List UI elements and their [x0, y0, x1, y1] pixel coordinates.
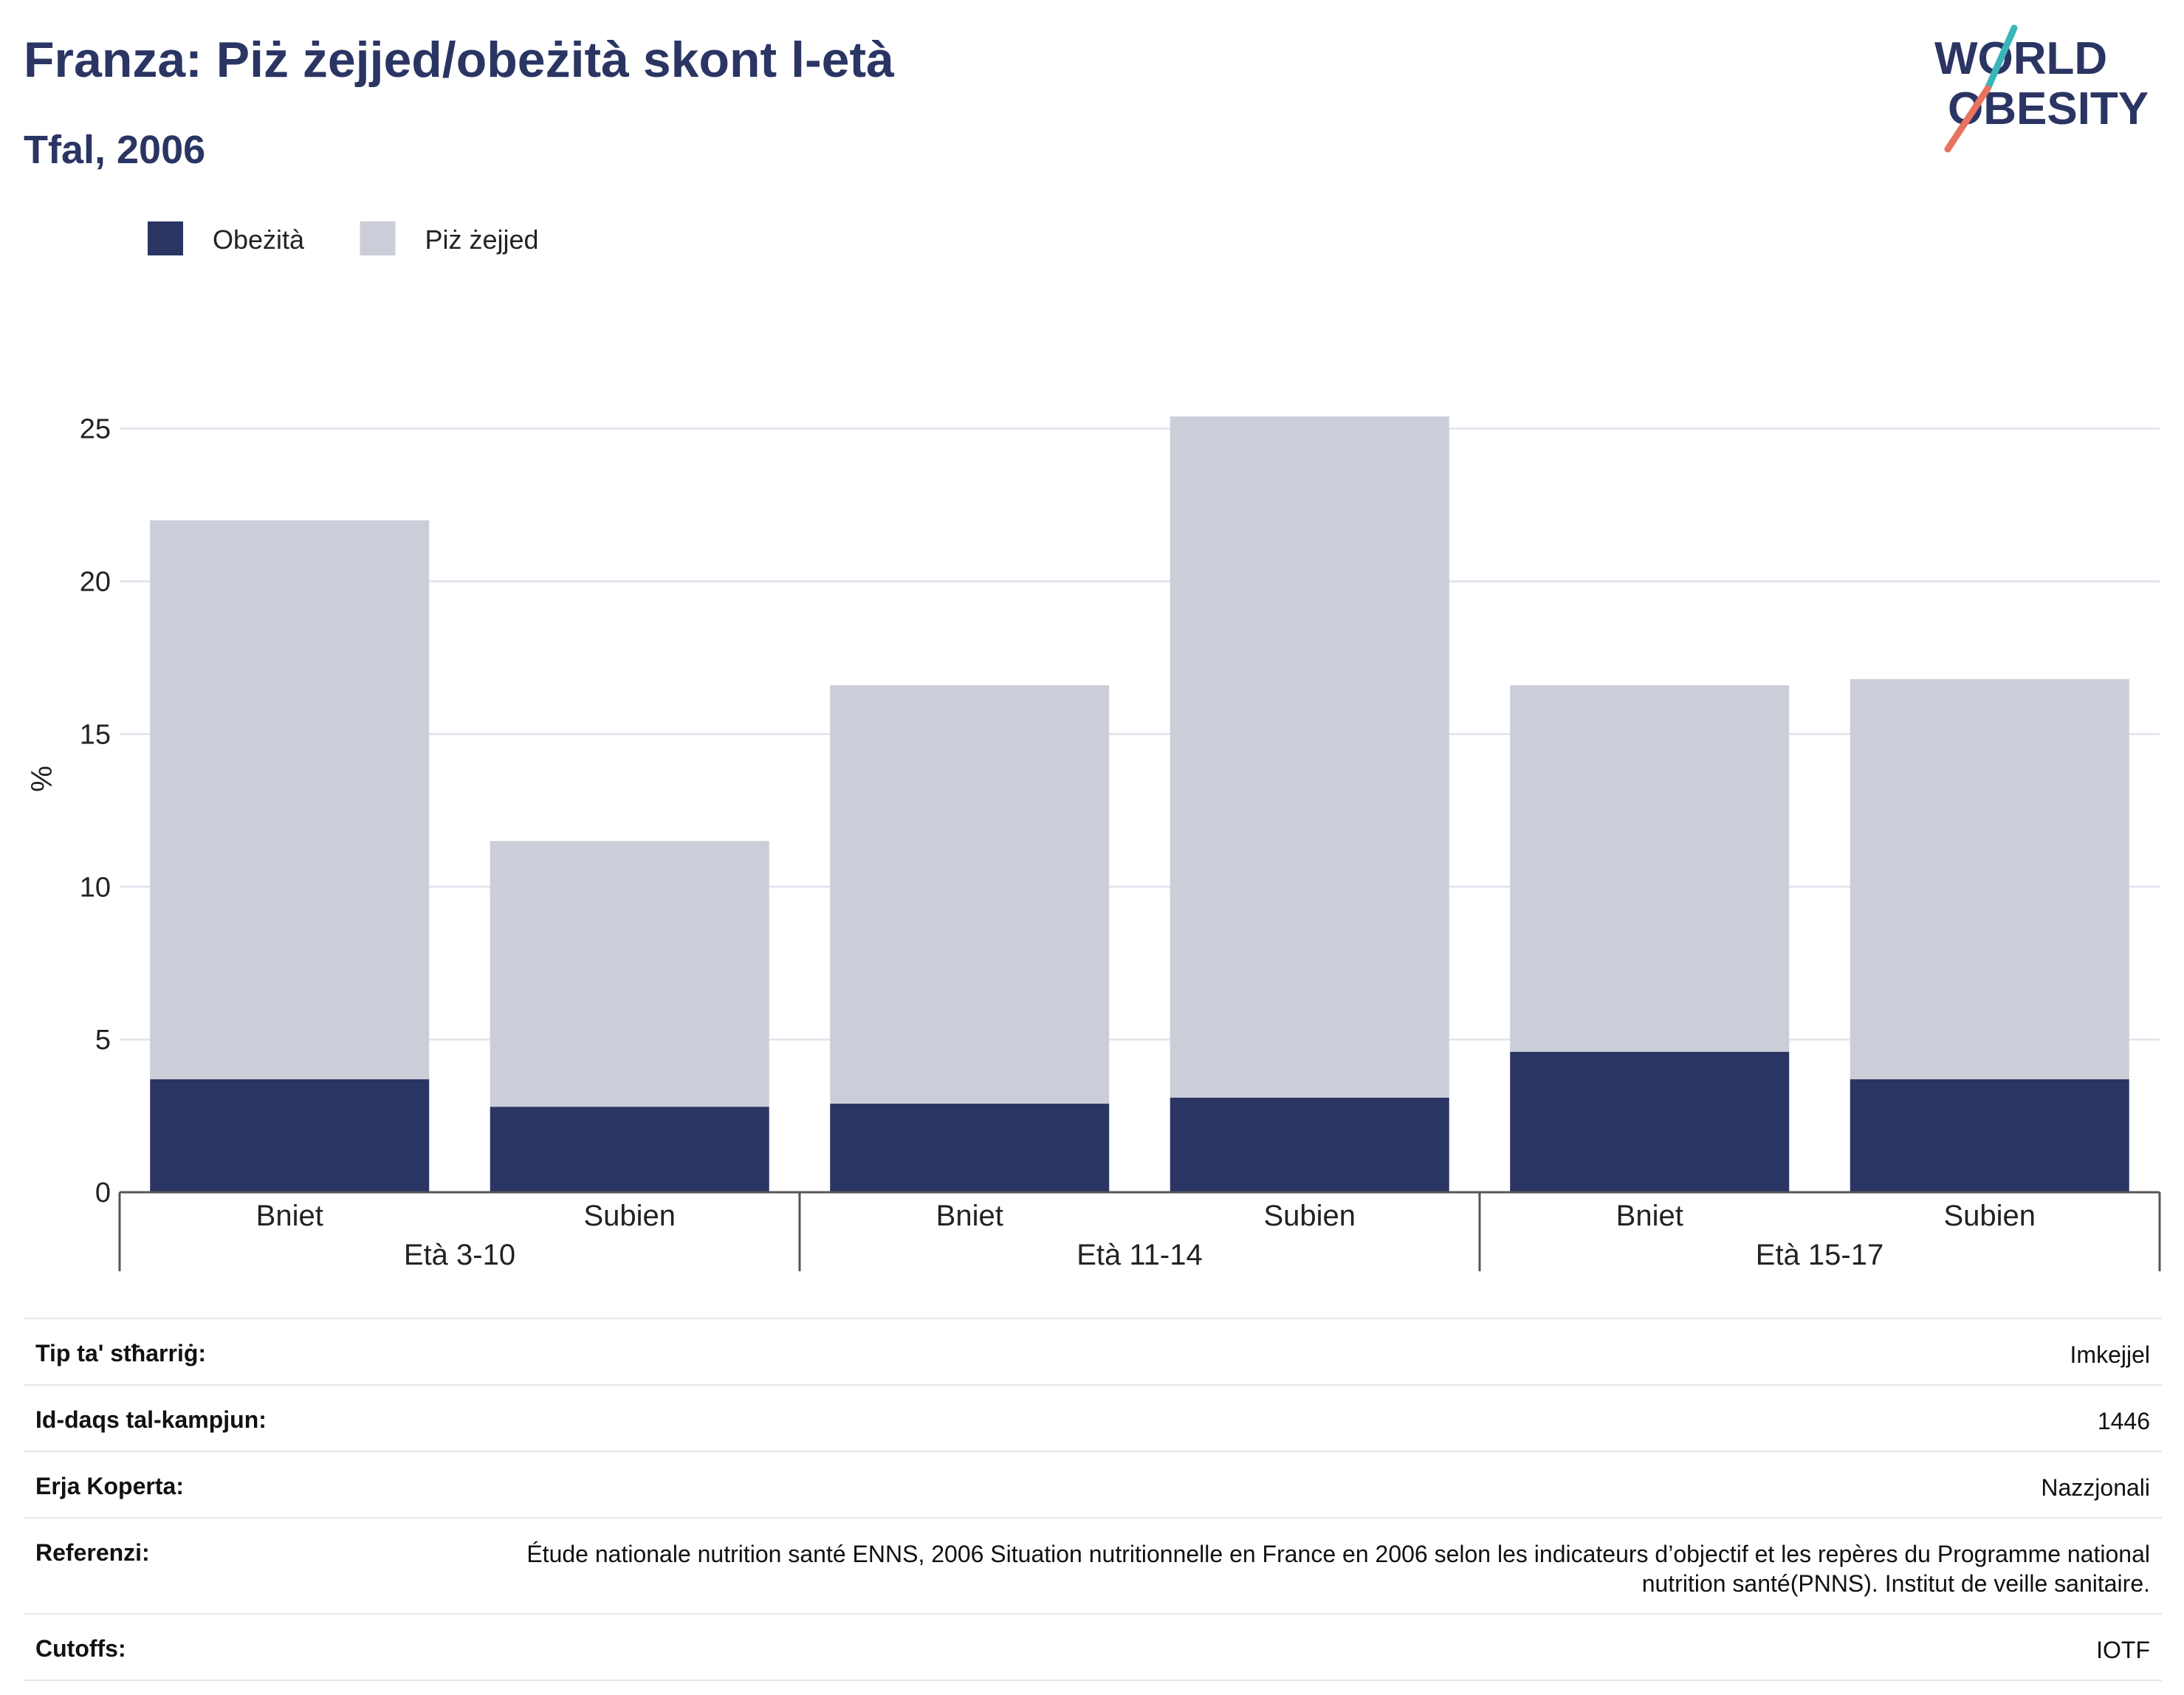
info-label: Referenzi: [35, 1539, 150, 1566]
info-row-area-covered: Erja Koperta: Nazzjonali [24, 1451, 2162, 1517]
x-category-label: Bniet [936, 1200, 1003, 1232]
chart-subtitle: Tfal, 2006 [24, 128, 206, 172]
y-axis-label: % [26, 766, 58, 792]
axes: 0 5 10 15 20 25 Bniet Subien Bniet Subien Bniet Sub… [80, 414, 2161, 1271]
info-value: 1446 [2097, 1408, 2150, 1434]
legend-swatch [360, 221, 396, 255]
survey-info-table: Tip ta' stħarriġ: Imkejjel Id-daqs tal-k… [24, 1318, 2162, 1681]
y-tick-label: 20 [80, 567, 111, 598]
bar-obesity [150, 1079, 430, 1192]
info-label: Id-daqs tal-kampjun: [35, 1406, 267, 1433]
bars [150, 416, 2129, 1192]
x-category-label: Subien [583, 1200, 676, 1232]
y-tick-label: 5 [95, 1025, 111, 1056]
x-group-label: Età 15-17 [1756, 1239, 1883, 1271]
bar-overweight [830, 685, 1110, 1104]
info-row-survey-type: Tip ta' stħarriġ: Imkejjel [24, 1318, 2162, 1384]
info-row-references: Referenzi: Étude nationale nutrition san… [24, 1517, 2162, 1613]
x-group-label: Età 3-10 [404, 1239, 515, 1271]
x-category-label: Bniet [256, 1200, 323, 1232]
logo-text-obesity: OBESITY [1948, 83, 2149, 134]
y-tick-label: 25 [80, 414, 111, 445]
bar-overweight [1170, 416, 1449, 1098]
bar-obesity [1510, 1051, 1790, 1192]
bar-overweight [490, 841, 769, 1107]
bar-obesity [1850, 1079, 2129, 1192]
info-label: Cutoffs: [35, 1635, 126, 1662]
x-category-label: Subien [1943, 1200, 2036, 1232]
info-value: Imkejjel [2070, 1341, 2150, 1368]
info-label: Tip ta' stħarriġ: [35, 1340, 207, 1366]
bar-obesity [830, 1104, 1110, 1192]
info-row-sample-size: Id-daqs tal-kampjun: 1446 [24, 1384, 2162, 1451]
legend: Obeżità Piż żejjed [148, 221, 539, 255]
bar-overweight [1510, 685, 1790, 1052]
legend-label: Piż żejjed [425, 224, 539, 255]
legend-swatch [148, 221, 183, 255]
info-value: IOTF [2096, 1637, 2150, 1663]
bar-overweight [1850, 678, 2129, 1079]
world-obesity-logo: WORLD OBESITY [1934, 24, 2149, 153]
legend-label: Obeżità [213, 224, 305, 255]
chart-title: Franza: Piż żejjed/obeżità skont l-età [24, 32, 894, 88]
stacked-bar-chart: Obeżità Piż żejjed 0 5 10 15 20 25 Bniet Subien B… [26, 221, 2161, 1271]
x-group-label: Età 11-14 [1076, 1239, 1203, 1271]
info-label: Erja Koperta: [35, 1473, 184, 1499]
logo-slash-coral [1944, 85, 1991, 153]
logo-slash-teal [1984, 24, 2018, 92]
logo-text-world: WORLD [1934, 33, 2107, 84]
y-tick-label: 0 [95, 1177, 111, 1208]
y-tick-label: 10 [80, 872, 111, 903]
bar-obesity [1170, 1097, 1449, 1192]
info-value: Nazzjonali [2041, 1474, 2150, 1501]
bar-obesity [490, 1107, 769, 1192]
info-value: Étude nationale nutrition santé ENNS, 20… [526, 1541, 2150, 1597]
x-category-label: Subien [1263, 1200, 1356, 1232]
bar-overweight [150, 520, 430, 1079]
grid-lines [120, 427, 2160, 1041]
x-category-label: Bniet [1616, 1200, 1683, 1232]
info-row-cutoffs: Cutoffs: IOTF [24, 1613, 2162, 1681]
y-tick-label: 15 [80, 719, 111, 750]
